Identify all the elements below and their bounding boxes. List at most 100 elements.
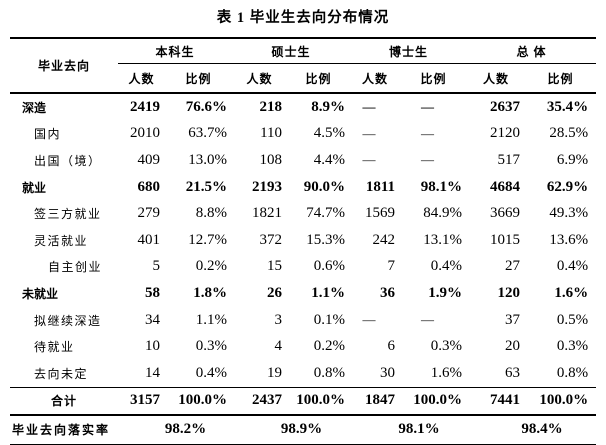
cell-value: 0.4% [430,258,463,275]
cell-value: 8.9% [311,98,346,115]
cell-value: 4684 [490,178,521,195]
cell-value: 74.7% [306,205,346,222]
sub-header-ratio: 比例 [287,63,351,94]
table-row: 深造 2419 76.6% 218 8.9% — — 2637 35.4% [10,93,596,121]
cell-value: 0.6% [313,258,346,275]
rate-row-label: 毕业去向落实率 [10,413,118,445]
cell-value: 110 [260,125,283,142]
cell-value: 21.5% [185,178,228,195]
cell-value: 2010 [130,125,160,142]
col-header-master: 硕士生 [232,38,351,64]
cell-value: 98.1% [420,178,463,195]
cell-value: 517 [497,151,521,168]
cell-value: 4 [274,338,283,355]
table-title: 表 1 毕业生去向分布情况 [216,10,390,26]
cell-value: 0.4% [556,258,589,275]
sub-header-row: 人数 比例 人数 比例 人数 比例 人数 比例 [10,63,597,94]
cell-value: — [362,125,376,141]
sub-header-count: 人数 [350,63,401,94]
cell-value: 7 [387,258,396,275]
cell-value: 120 [497,284,521,301]
cell-value: 27 [505,258,521,275]
cell-value: 90.0% [303,178,346,195]
cell-value: 0.5% [556,311,589,328]
cell-value: 28.5% [549,125,589,142]
col-header-undergraduate: 本科生 [118,38,233,64]
cell-value: 1569 [365,205,396,222]
sub-header-count: 人数 [467,63,526,94]
cell-value: 49.3% [549,205,589,222]
implementation-rate-row: 毕业去向落实率 98.2% 98.9% 98.1% 98.4% [10,413,597,445]
cell-value: 58 [145,284,160,301]
sub-header-ratio: 比例 [165,63,233,94]
cell-value: 1847 [350,386,401,415]
cell-value: 2437 [232,386,288,415]
row-label: 去向未定 [34,366,89,381]
cell-value: 3 [274,311,283,328]
cell-value: 100.0% [400,386,468,415]
cell-value: 242 [372,231,396,248]
table-header: 毕业去向 本科生 硕士生 博士生 总 体 人数 比例 人数 比例 人数 比例 人… [10,38,597,94]
cell-value: 30 [380,364,396,381]
row-label: 待就业 [34,340,75,355]
cell-value: — [362,312,376,328]
cell-value: 7441 [467,386,526,415]
cell-value: — [421,312,435,328]
cell-value: 13.0% [188,151,228,168]
table-row: 灵活就业 401 12.7% 372 15.3% 242 13.1% 1015 13.6% [10,227,596,254]
cell-value: 15.3% [306,231,346,248]
sub-header-count: 人数 [118,63,165,94]
row-label: 国内 [34,127,62,142]
cell-value: 1811 [365,178,396,195]
col-header-destination: 毕业去向 [10,38,118,94]
cell-value: 1.6% [554,284,589,301]
cell-value: 3157 [118,386,165,415]
cell-value: 0.2% [195,258,228,275]
cell-value: 409 [137,151,161,168]
group-header-row: 毕业去向 本科生 硕士生 博士生 总 体 [10,38,597,94]
col-header-total: 总 体 [467,38,597,64]
total-row: 合计 3157 100.0% 2437 100.0% 1847 100.0% 7… [10,386,597,415]
cell-value: 14 [145,364,160,381]
rate-value-doctoral: 98.1% [350,413,468,445]
row-label: 深造 [22,100,47,115]
row-label: 就业 [22,180,47,195]
cell-value: 218 [259,98,283,115]
cell-value: 1821 [252,205,283,222]
cell-value: 372 [259,231,283,248]
table-row: 出国（境） 409 13.0% 108 4.4% — — 517 6.9% [10,147,596,174]
table-row: 国内 2010 63.7% 110 4.5% — — 2120 28.5% [10,121,596,148]
cell-value: 0.8% [556,364,589,381]
cell-value: 63.7% [188,125,228,142]
sub-header-count: 人数 [232,63,288,94]
cell-value: 10 [145,338,160,355]
cell-value: 76.6% [185,98,228,115]
cell-value: 6 [387,338,396,355]
table-row: 去向未定 14 0.4% 19 0.8% 30 1.6% 63 0.8% [10,360,596,387]
cell-value: 35.4% [546,98,589,115]
cell-value: 13.1% [423,231,463,248]
row-label: 未就业 [22,286,59,301]
cell-value: 37 [505,311,521,328]
cell-value: 36 [380,284,396,301]
sub-header-ratio: 比例 [400,63,468,94]
cell-value: 8.8% [195,205,228,222]
cell-value: 5 [152,258,161,275]
cell-value: 1.6% [430,364,463,381]
cell-value: 680 [137,178,161,195]
table-row: 签三方就业 279 8.8% 1821 74.7% 1569 84.9% 3669 49.3% [10,200,596,227]
cell-value: 0.4% [195,364,228,381]
cell-value: 1.1% [195,311,228,328]
cell-value: 2419 [130,98,160,115]
cell-value: 26 [267,284,283,301]
cell-value: 2637 [490,98,521,115]
table-row: 自主创业 5 0.2% 15 0.6% 7 0.4% 27 0.4% [10,254,596,281]
cell-value: 4.5% [313,125,346,142]
cell-value: — [362,99,376,115]
cell-value: 63 [505,364,521,381]
cell-value: 100.0% [287,386,351,415]
cell-value: 1.9% [428,284,463,301]
cell-value: — [421,99,435,115]
cell-value: 0.2% [313,338,346,355]
